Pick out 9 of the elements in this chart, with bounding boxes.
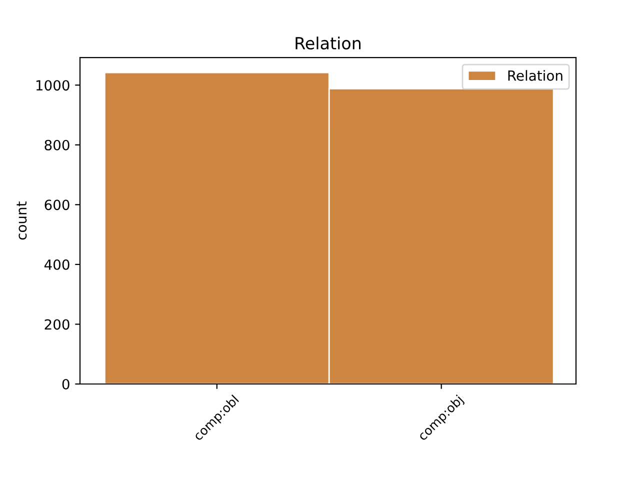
chart-title: Relation <box>296 36 361 50</box>
y-tick-label: 400 <box>44 259 70 270</box>
y-tick-label: 800 <box>44 140 70 150</box>
y-tick-label: 0 <box>62 378 70 390</box>
y-tick-label: 1000 <box>36 80 70 91</box>
y-axis-title: count <box>16 202 27 240</box>
y-tick-label: 600 <box>44 200 70 210</box>
y-tick-label: 200 <box>44 319 70 330</box>
legend-label: Relation <box>508 70 562 81</box>
